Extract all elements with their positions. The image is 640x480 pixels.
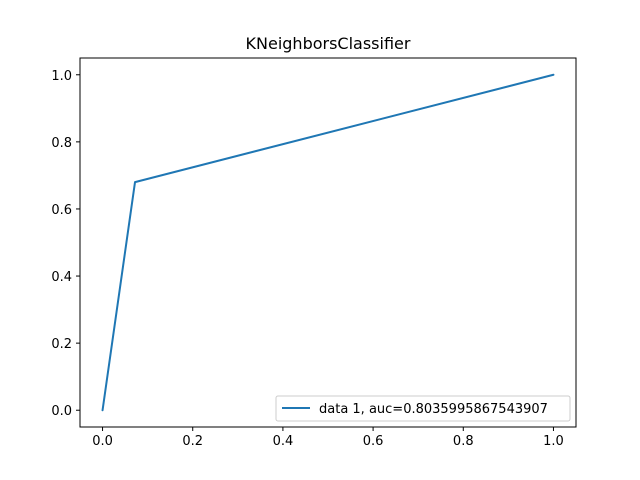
y-tick-label: 0.0: [51, 404, 72, 419]
y-tick-label: 0.6: [51, 203, 72, 218]
y-tick-label: 1.0: [51, 69, 72, 84]
x-tick-label: 0.2: [182, 434, 203, 449]
plot-frame: [79, 57, 577, 428]
y-tick-label: 0.4: [51, 270, 72, 285]
y-tick-label: 0.8: [51, 136, 72, 151]
x-tick-label: 0.0: [92, 434, 113, 449]
legend-box: [275, 395, 571, 422]
chart-title: KNeighborsClassifier: [246, 34, 411, 53]
y-tick-label: 0.2: [51, 337, 72, 352]
roc-curve-line: [101, 73, 555, 412]
x-tick-label: 0.6: [363, 434, 384, 449]
legend: data 1, auc=0.8035995867543907: [275, 395, 571, 422]
x-tick-label: 0.4: [273, 434, 294, 449]
legend-label: data 1, auc=0.8035995867543907: [319, 402, 548, 417]
x-tick-label: 1.0: [543, 434, 564, 449]
x-tick-label: 0.8: [453, 434, 474, 449]
